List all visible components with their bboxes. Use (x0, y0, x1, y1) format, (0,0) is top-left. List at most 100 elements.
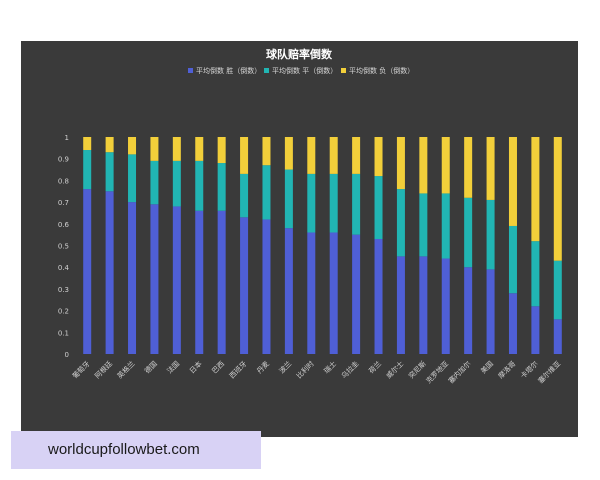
y-tick-label: 0.3 (58, 286, 69, 294)
bar-segment-0-14 (396, 256, 405, 354)
x-tick-label: 瑞士 (322, 359, 338, 375)
bar-segment-0-6 (217, 210, 226, 354)
bar-segment-0-2 (128, 202, 137, 354)
legend-label-1: 平均倒数 平（倒数） (272, 66, 337, 75)
bar-segment-2-10 (307, 137, 316, 174)
x-tick-label: 丹麦 (255, 359, 271, 375)
bar-segment-0-3 (150, 204, 159, 354)
legend-label-2: 平均倒数 负（倒数） (349, 66, 414, 75)
legend-swatch-1 (264, 68, 269, 73)
bar-segment-1-6 (217, 163, 226, 211)
bar-segment-2-17 (464, 137, 473, 198)
legend-swatch-2 (341, 68, 346, 73)
y-tick-label: 0.4 (58, 264, 70, 272)
bar-segment-1-9 (284, 169, 293, 229)
bar-segment-2-6 (217, 137, 226, 164)
bar-segment-2-18 (486, 137, 495, 200)
bar-segment-2-11 (329, 137, 338, 174)
bar-segment-0-11 (329, 232, 338, 354)
bar-segment-1-16 (441, 193, 450, 259)
bar-segment-2-14 (396, 137, 405, 190)
bar-segment-1-7 (240, 173, 249, 218)
y-tick-label: 0.9 (58, 156, 69, 164)
y-tick-label: 1 (65, 134, 69, 142)
x-tick-label: 巴西 (211, 360, 227, 376)
y-tick-label: 0.8 (58, 177, 69, 185)
bar-segment-1-17 (464, 197, 473, 268)
bar-segment-0-21 (553, 319, 562, 354)
bar-segment-1-11 (329, 173, 338, 233)
bar-segment-2-8 (262, 137, 271, 166)
x-tick-label: 英格兰 (115, 359, 136, 380)
x-tick-label: 乌拉圭 (339, 359, 360, 380)
bar-segment-1-21 (553, 260, 562, 320)
bar-segment-0-0 (83, 189, 92, 354)
bar-segment-2-15 (419, 137, 428, 194)
bar-segment-1-10 (307, 173, 316, 233)
x-tick-label: 塞尔维亚 (536, 359, 562, 385)
bar-segment-2-5 (195, 137, 204, 161)
y-tick-label: 0.6 (58, 221, 70, 229)
bar-segment-0-9 (284, 228, 293, 354)
x-tick-label: 法国 (165, 359, 181, 375)
x-tick-label: 摩洛哥 (496, 359, 517, 380)
x-tick-label: 克罗地亚 (424, 359, 450, 385)
bar-segment-0-4 (172, 206, 181, 354)
bar-segment-1-12 (352, 173, 361, 235)
legend: 平均倒数 胜（倒数） 平均倒数 平（倒数） 平均倒数 负（倒数） (188, 66, 414, 75)
bar-segment-1-13 (374, 176, 383, 239)
bar-segment-2-4 (172, 137, 181, 161)
bar-segment-1-5 (195, 160, 204, 211)
bar-segment-1-19 (508, 225, 517, 294)
bar-segment-0-12 (352, 234, 361, 354)
bar-segment-1-15 (419, 193, 428, 257)
x-axis: 葡萄牙 阿根廷 英格兰 德国 法国 日本 巴西 西班牙 丹麦 波兰 比利时 瑞士 乌拉圭 荷兰 威尔士 突尼斯… (70, 359, 562, 385)
bar-segment-0-5 (195, 210, 204, 354)
bar-segment-1-0 (83, 150, 92, 190)
legend-label-0: 平均倒数 胜（倒数） (196, 66, 261, 75)
bar-segment-2-19 (508, 137, 517, 226)
x-tick-label: 荷兰 (367, 359, 383, 375)
bar-segment-2-20 (531, 137, 540, 242)
stacked-bar-chart: 球队赔率倒数 平均倒数 胜（倒数） 平均倒数 平（倒数） 平均倒数 负（倒数） 00… (58, 47, 562, 385)
bar-segment-2-1 (105, 137, 114, 153)
bar-segment-2-7 (240, 137, 249, 174)
bar-segment-0-7 (240, 217, 249, 354)
bar-segment-0-10 (307, 232, 316, 354)
x-tick-label: 比利时 (294, 359, 315, 380)
bar-segment-1-2 (128, 154, 137, 203)
bar-segment-0-17 (464, 267, 473, 354)
y-tick-label: 0.5 (58, 243, 69, 251)
bar-segment-1-20 (531, 241, 540, 307)
legend-swatch-0 (188, 68, 193, 73)
bar-segment-1-3 (150, 160, 159, 205)
y-axis: 0 0.1 0.2 0.3 0.4 0.5 0.6 0.7 0.8 0.9 1 (58, 134, 70, 359)
bar-segment-0-1 (105, 191, 114, 354)
watermark-banner: worldcupfollowbet.com (11, 431, 261, 469)
bar-segment-0-16 (441, 258, 450, 354)
bar-segment-2-21 (553, 137, 562, 261)
bar-segment-2-9 (284, 137, 293, 170)
bar-segment-2-2 (128, 137, 137, 155)
bar-segment-0-19 (508, 293, 517, 354)
chart-title: 球队赔率倒数 (266, 47, 333, 61)
x-tick-label: 葡萄牙 (70, 359, 91, 380)
bar-segment-1-8 (262, 165, 271, 220)
bar-segment-2-3 (150, 137, 159, 161)
x-tick-label: 美国 (479, 359, 495, 375)
bar-segment-1-4 (172, 160, 181, 207)
bar-segment-0-8 (262, 219, 271, 354)
x-tick-label: 西班牙 (227, 359, 248, 380)
y-tick-label: 0.7 (58, 199, 69, 207)
bar-segment-0-20 (531, 306, 540, 354)
bar-segment-1-1 (105, 152, 114, 192)
bars (83, 137, 562, 354)
x-tick-label: 波兰 (277, 359, 293, 375)
bar-segment-0-13 (374, 238, 383, 354)
bar-segment-1-18 (486, 199, 495, 270)
x-tick-label: 德国 (143, 359, 159, 375)
x-tick-label: 阿根廷 (93, 359, 114, 380)
x-tick-label: 日本 (187, 359, 203, 375)
x-tick-label: 塞内加尔 (446, 359, 472, 385)
